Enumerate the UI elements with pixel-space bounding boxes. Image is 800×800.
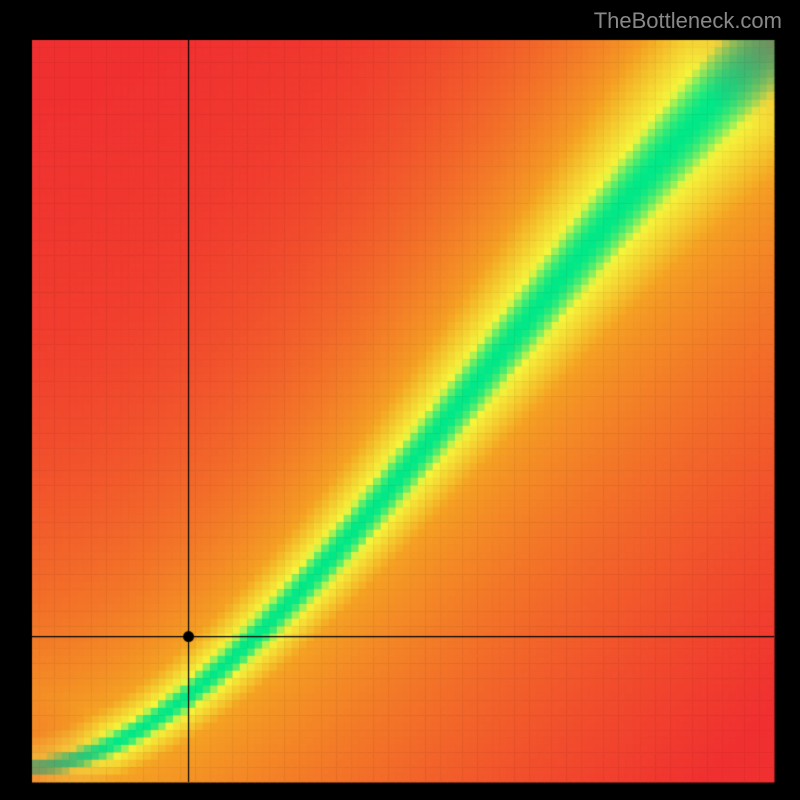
chart-container: TheBottleneck.com xyxy=(0,0,800,800)
heatmap-canvas xyxy=(0,0,800,800)
watermark-text: TheBottleneck.com xyxy=(594,8,782,34)
